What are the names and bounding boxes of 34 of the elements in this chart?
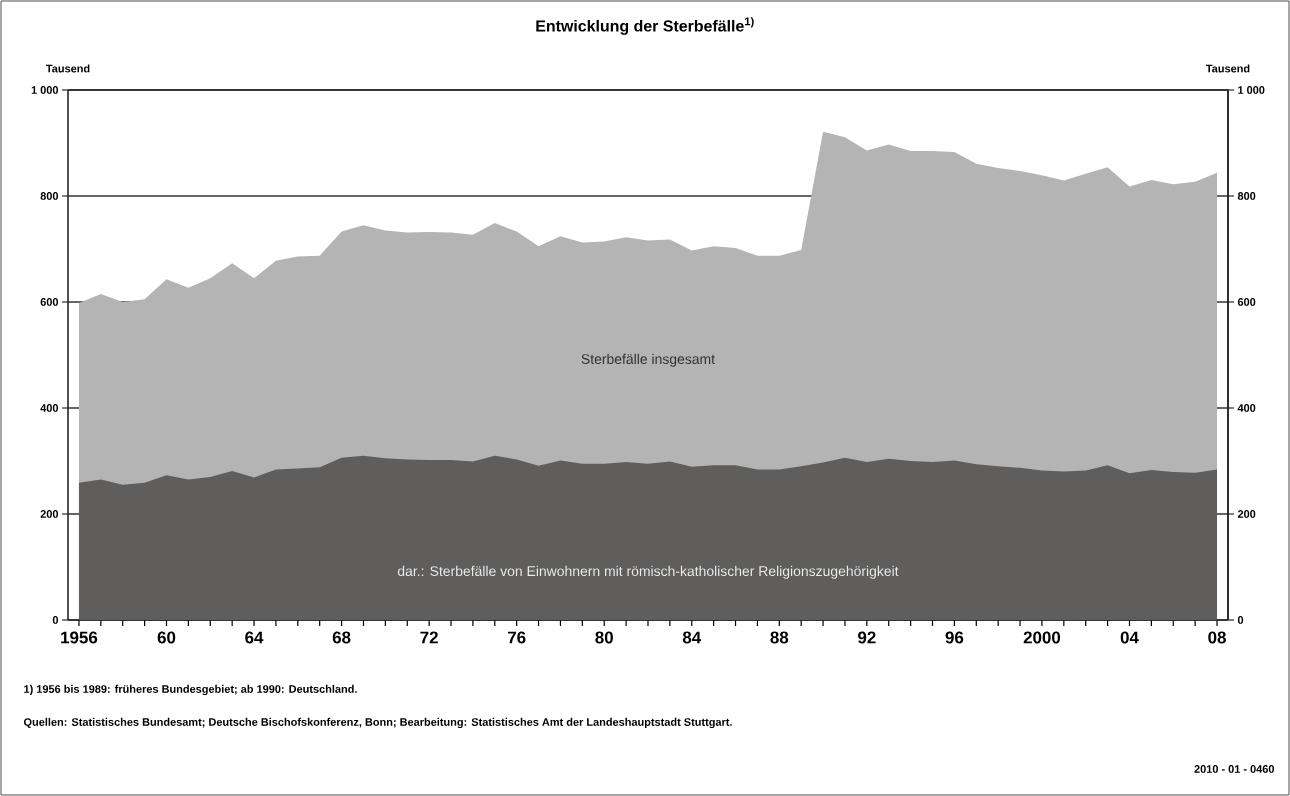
y2-axis-title: Tausend xyxy=(1205,64,1250,73)
x-tick-label: 80 xyxy=(595,631,613,644)
x-tick-label: 08 xyxy=(1208,631,1226,644)
y-tick-label: 0 xyxy=(52,616,59,624)
x-tick-label: 04 xyxy=(1120,631,1139,644)
x-tick-label: 84 xyxy=(682,631,702,644)
source-note: Quellen: Statistisches Bundesamt; Deutsche Bischofskonferenz, Bonn; Bearbeitung: Statistisches Amt der Landeshauptstadt Stuttgart. xyxy=(23,717,732,729)
y-tick-label: 600 xyxy=(40,298,59,306)
text: 1) 1956 bis 1989: früheres Bundesgebiet; ab 1990: Deutschland. xyxy=(24,684,357,696)
x-tick-label: 76 xyxy=(507,631,526,644)
x-tick-label: 96 xyxy=(945,631,964,644)
y2-tick-label: 800 xyxy=(1237,192,1256,200)
x-tick-label: 1956 xyxy=(61,631,98,644)
y2-tick-label: 400 xyxy=(1237,404,1256,412)
y2-tick-label: 600 xyxy=(1237,298,1256,306)
chart-title: Entwicklung der Sterbefälle$^{1)}$ xyxy=(536,17,754,35)
x-tick-label: 88 xyxy=(770,631,789,644)
x-tick-label: 64 xyxy=(245,631,264,644)
y-tick-label: 800 xyxy=(40,192,59,200)
y-tick-label: 200 xyxy=(40,510,59,518)
series-label: Sterbefälle insgesamt xyxy=(581,353,715,367)
y-tick-label: 400 xyxy=(40,404,59,412)
text: 2010 - 01 - 0460 xyxy=(1194,765,1275,773)
x-tick-label: 2000 xyxy=(1023,631,1061,644)
y2-tick-label: 200 xyxy=(1237,510,1256,518)
x-tick-label: 60 xyxy=(157,631,176,644)
x-tick-label: 92 xyxy=(858,631,876,644)
y2-tick-label: 0 xyxy=(1237,616,1244,624)
y-axis-title: Tausend xyxy=(46,64,90,73)
y2-tick-label: 1 000 xyxy=(1238,86,1265,94)
series-label: dar.: Sterbefälle von Einwohnern mit römisch-katholischer Religionszugehörigkeit xyxy=(397,565,899,579)
y-tick-label: 1 000 xyxy=(31,86,59,94)
x-tick-label: 72 xyxy=(420,631,438,644)
x-tick-label: 68 xyxy=(332,631,351,644)
